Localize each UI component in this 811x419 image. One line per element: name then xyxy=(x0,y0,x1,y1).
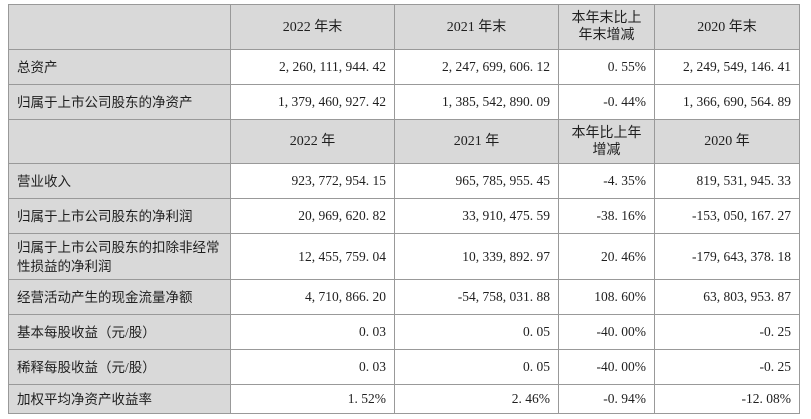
row-label: 经营活动产生的现金流量净额 xyxy=(8,279,231,315)
value-cell: 108. 60% xyxy=(558,279,655,315)
value-cell: 0. 03 xyxy=(230,349,395,385)
value-cell: 20, 969, 620. 82 xyxy=(230,198,395,234)
table-row-weighted-avg-roe: 加权平均净资产收益率 1. 52% 2. 46% -0. 94% -12. 08… xyxy=(8,384,800,414)
value-cell: 0. 05 xyxy=(394,349,559,385)
col-header-2021-annual: 2021 年 xyxy=(394,119,559,164)
value-cell: 0. 55% xyxy=(558,49,655,85)
col-header-2020-yearend: 2020 年末 xyxy=(654,4,800,50)
value-cell: 20. 46% xyxy=(558,233,655,280)
header-row-annual: 2022 年 2021 年 本年比上年增减 2020 年 xyxy=(8,119,800,164)
row-label: 归属于上市公司股东的扣除非经常性损益的净利润 xyxy=(8,233,231,280)
value-cell: -179, 643, 378. 18 xyxy=(654,233,800,280)
value-cell: 0. 03 xyxy=(230,314,395,350)
table-row-operating-cash-flow: 经营活动产生的现金流量净额 4, 710, 866. 20 -54, 758, … xyxy=(8,279,800,315)
col-header-2020-annual: 2020 年 xyxy=(654,119,800,164)
financial-summary-table: 2022 年末 2021 年末 本年末比上年末增减 2020 年末 总资产 2,… xyxy=(8,4,800,414)
table-row-basic-eps: 基本每股收益（元/股） 0. 03 0. 05 -40. 00% -0. 25 xyxy=(8,314,800,350)
value-cell: 2, 249, 549, 146. 41 xyxy=(654,49,800,85)
row-label: 稀释每股收益（元/股） xyxy=(8,349,231,385)
value-cell: -40. 00% xyxy=(558,349,655,385)
header-row-yearend: 2022 年末 2021 年末 本年末比上年末增减 2020 年末 xyxy=(8,4,800,50)
table-row-diluted-eps: 稀释每股收益（元/股） 0. 03 0. 05 -40. 00% -0. 25 xyxy=(8,349,800,385)
value-cell: -0. 25 xyxy=(654,349,800,385)
value-cell: -12. 08% xyxy=(654,384,800,414)
col-header-2022-yearend: 2022 年末 xyxy=(230,4,395,50)
value-cell: 10, 339, 892. 97 xyxy=(394,233,559,280)
value-cell: 33, 910, 475. 59 xyxy=(394,198,559,234)
value-cell: 12, 455, 759. 04 xyxy=(230,233,395,280)
value-cell: 63, 803, 953. 87 xyxy=(654,279,800,315)
value-cell: -54, 758, 031. 88 xyxy=(394,279,559,315)
value-cell: -153, 050, 167. 27 xyxy=(654,198,800,234)
col-header-2021-yearend: 2021 年末 xyxy=(394,4,559,50)
value-cell: 2, 260, 111, 944. 42 xyxy=(230,49,395,85)
value-cell: -0. 25 xyxy=(654,314,800,350)
table-row-net-profit: 归属于上市公司股东的净利润 20, 969, 620. 82 33, 910, … xyxy=(8,198,800,234)
value-cell: -0. 44% xyxy=(558,84,655,120)
value-cell: 2. 46% xyxy=(394,384,559,414)
value-cell: -0. 94% xyxy=(558,384,655,414)
row-label: 营业收入 xyxy=(8,163,231,199)
col-header-yearend-change: 本年末比上年末增减 xyxy=(558,4,655,50)
row-label: 归属于上市公司股东的净资产 xyxy=(8,84,231,120)
value-cell: 923, 772, 954. 15 xyxy=(230,163,395,199)
value-cell: 1. 52% xyxy=(230,384,395,414)
table-row-operating-revenue: 营业收入 923, 772, 954. 15 965, 785, 955. 45… xyxy=(8,163,800,199)
value-cell: -40. 00% xyxy=(558,314,655,350)
col-header-2022-annual: 2022 年 xyxy=(230,119,395,164)
value-cell: 4, 710, 866. 20 xyxy=(230,279,395,315)
value-cell: -38. 16% xyxy=(558,198,655,234)
table-row-net-assets: 归属于上市公司股东的净资产 1, 379, 460, 927. 42 1, 38… xyxy=(8,84,800,120)
value-cell: 965, 785, 955. 45 xyxy=(394,163,559,199)
corner-cell xyxy=(8,119,231,164)
row-label: 加权平均净资产收益率 xyxy=(8,384,231,414)
corner-cell xyxy=(8,4,231,50)
row-label: 归属于上市公司股东的净利润 xyxy=(8,198,231,234)
value-cell: 1, 366, 690, 564. 89 xyxy=(654,84,800,120)
value-cell: 0. 05 xyxy=(394,314,559,350)
value-cell: 1, 379, 460, 927. 42 xyxy=(230,84,395,120)
table-row-net-profit-excl-nonrecurring: 归属于上市公司股东的扣除非经常性损益的净利润 12, 455, 759. 04 … xyxy=(8,233,800,280)
row-label: 总资产 xyxy=(8,49,231,85)
value-cell: 2, 247, 699, 606. 12 xyxy=(394,49,559,85)
row-label: 基本每股收益（元/股） xyxy=(8,314,231,350)
value-cell: 819, 531, 945. 33 xyxy=(654,163,800,199)
table-row-total-assets: 总资产 2, 260, 111, 944. 42 2, 247, 699, 60… xyxy=(8,49,800,85)
col-header-annual-change: 本年比上年增减 xyxy=(558,119,655,164)
value-cell: -4. 35% xyxy=(558,163,655,199)
value-cell: 1, 385, 542, 890. 09 xyxy=(394,84,559,120)
